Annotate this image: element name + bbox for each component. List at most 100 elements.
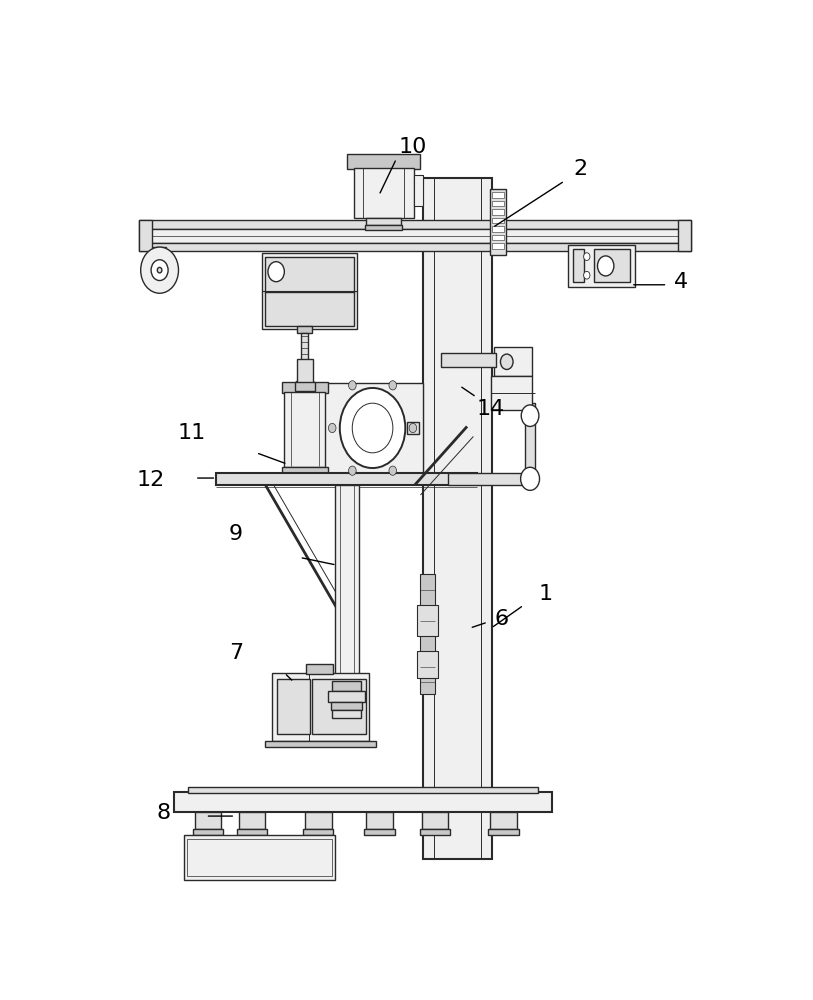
Text: 7: 7 (228, 643, 243, 663)
Bar (490, 812, 517, 829)
Bar (525, 403, 535, 485)
Bar (154, 247, 166, 251)
Bar (366, 812, 393, 829)
Bar (282, 466, 328, 477)
Bar (306, 664, 333, 674)
Text: 1: 1 (539, 584, 553, 604)
Circle shape (409, 423, 416, 433)
Bar (282, 382, 328, 393)
Bar (331, 702, 363, 710)
Circle shape (598, 256, 614, 276)
Text: 4: 4 (674, 272, 689, 292)
Bar (364, 829, 394, 835)
Text: 9: 9 (228, 524, 243, 544)
Bar (140, 220, 152, 251)
Bar (493, 243, 504, 249)
Bar (140, 243, 691, 251)
Bar (347, 154, 420, 169)
Bar (265, 292, 354, 326)
Bar (263, 253, 357, 329)
Text: 12: 12 (137, 470, 165, 490)
Text: 10: 10 (398, 137, 427, 157)
Bar (140, 220, 691, 229)
Bar (420, 574, 435, 694)
Bar (140, 229, 691, 243)
Bar (354, 168, 414, 218)
Circle shape (520, 467, 540, 490)
Bar (216, 473, 476, 485)
Bar (312, 679, 366, 734)
Bar (184, 835, 335, 880)
Bar (489, 829, 519, 835)
Bar (366, 218, 401, 225)
Circle shape (501, 354, 513, 369)
Bar (276, 679, 310, 734)
Bar (594, 249, 630, 282)
Bar (301, 333, 308, 381)
Bar (678, 220, 691, 251)
Text: 11: 11 (177, 423, 206, 443)
Bar (441, 353, 496, 367)
Bar (448, 473, 530, 485)
Bar (493, 218, 504, 223)
Bar (280, 477, 330, 483)
Bar (491, 376, 532, 410)
Bar (303, 829, 333, 835)
Bar (406, 422, 420, 434)
Circle shape (158, 267, 162, 273)
Bar (493, 201, 504, 206)
Bar (490, 189, 506, 255)
Bar (333, 710, 361, 718)
Bar (174, 792, 552, 812)
Bar (333, 681, 361, 691)
Bar (322, 383, 423, 473)
Bar (417, 651, 438, 678)
Circle shape (352, 403, 393, 453)
Bar (422, 812, 448, 829)
Bar (567, 245, 635, 287)
Bar (272, 673, 369, 741)
Text: 2: 2 (573, 159, 588, 179)
Bar (300, 389, 309, 412)
Bar (493, 209, 504, 215)
Circle shape (328, 423, 336, 433)
Text: 14: 14 (477, 399, 505, 419)
Circle shape (389, 466, 397, 475)
Circle shape (389, 381, 397, 390)
Bar (193, 829, 224, 835)
Circle shape (349, 466, 356, 475)
Bar (328, 691, 365, 702)
Bar (265, 257, 354, 293)
Circle shape (349, 381, 356, 390)
Circle shape (268, 262, 285, 282)
Bar (195, 812, 221, 829)
Bar (187, 839, 332, 876)
Bar (493, 226, 504, 232)
Bar (305, 812, 332, 829)
Bar (297, 359, 313, 383)
Text: 8: 8 (156, 803, 171, 823)
Bar (365, 225, 402, 230)
Bar (188, 787, 538, 793)
Bar (297, 326, 312, 333)
Bar (265, 741, 376, 747)
Bar (573, 249, 585, 282)
Bar (417, 605, 438, 636)
Bar (239, 812, 265, 829)
Bar (423, 178, 493, 859)
Bar (294, 382, 315, 391)
Circle shape (340, 388, 406, 468)
Bar (420, 829, 450, 835)
Bar (296, 381, 313, 389)
Circle shape (584, 253, 590, 260)
Circle shape (521, 405, 539, 426)
Bar (493, 192, 504, 198)
Bar (494, 347, 532, 376)
Bar (335, 485, 359, 681)
Text: 6: 6 (494, 609, 509, 629)
Bar (285, 392, 325, 466)
Bar (493, 235, 504, 240)
Bar (237, 829, 267, 835)
Bar (414, 175, 423, 206)
Circle shape (584, 271, 590, 279)
